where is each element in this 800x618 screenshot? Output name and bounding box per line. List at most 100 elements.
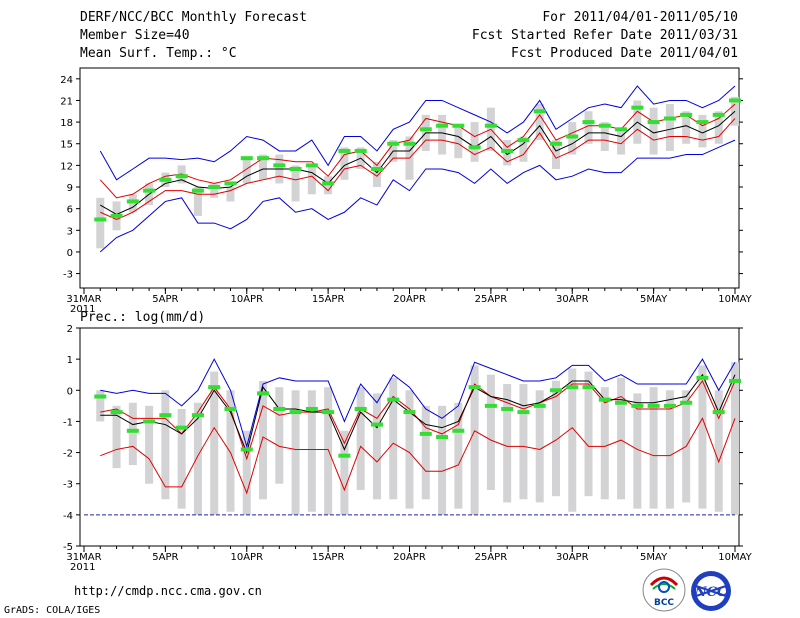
ensemble-box xyxy=(470,365,479,515)
ensemble-box xyxy=(145,405,154,484)
ensemble-box xyxy=(259,154,268,180)
ensemble-box xyxy=(486,374,495,490)
ensemble-box xyxy=(470,122,479,162)
ensemble-box xyxy=(535,390,544,503)
y-tick-label: 15 xyxy=(60,140,73,151)
observed-marker xyxy=(338,453,351,458)
observed-marker xyxy=(582,120,595,125)
observed-marker xyxy=(94,217,107,222)
y-tick-label: 24 xyxy=(60,75,73,86)
observed-marker xyxy=(729,98,741,103)
ensemble-box xyxy=(714,111,723,144)
observed-marker xyxy=(289,166,302,171)
x-tick-label: 5MAY xyxy=(640,552,668,563)
observed-marker xyxy=(387,397,400,402)
observed-marker xyxy=(615,400,628,405)
ensemble-box xyxy=(698,365,707,509)
ensemble-box xyxy=(617,129,626,155)
observed-marker xyxy=(501,406,514,411)
ensemble-box xyxy=(519,384,528,500)
ensemble-box xyxy=(535,104,544,141)
observed-marker xyxy=(387,141,400,146)
y-tick-label: 3 xyxy=(67,226,73,237)
forecast-start-date: Fcst Started Refer Date 2011/03/31 xyxy=(471,28,738,43)
ensemble-box xyxy=(177,408,186,509)
observed-marker xyxy=(289,410,302,415)
observed-marker xyxy=(436,435,449,439)
footer-url[interactable]: http://cmdp.ncc.cma.gov.cn xyxy=(74,584,262,598)
ensemble-box xyxy=(714,390,723,512)
ensemble-box xyxy=(210,371,219,515)
observed-marker xyxy=(647,120,660,125)
precip-label: Prec.: log(mm/d) xyxy=(80,310,206,325)
x-tick-label: 10MAY xyxy=(718,552,752,563)
x-tick-label: 25APR xyxy=(475,294,508,305)
observed-marker xyxy=(680,400,693,405)
ensemble-box xyxy=(454,125,463,159)
observed-marker xyxy=(419,431,432,436)
observed-marker xyxy=(403,141,416,146)
observed-marker xyxy=(631,105,644,110)
forecast-period: For 2011/04/01-2011/05/10 xyxy=(542,10,738,25)
ensemble-box xyxy=(405,390,414,509)
observed-marker xyxy=(273,163,286,168)
observed-marker xyxy=(305,406,318,411)
x-year-label: 2011 xyxy=(70,304,95,315)
ensemble-box xyxy=(307,165,316,195)
observed-marker xyxy=(159,177,172,182)
observed-marker xyxy=(94,394,107,399)
observed-marker xyxy=(517,410,530,415)
observed-marker xyxy=(501,148,514,153)
x-tick-label: 15APR xyxy=(312,294,345,305)
y-tick-label: -1 xyxy=(63,417,73,428)
observed-marker xyxy=(273,406,286,411)
observed-marker xyxy=(191,413,204,418)
series-mean-line xyxy=(100,110,736,215)
series-max-line xyxy=(100,358,736,449)
observed-marker xyxy=(598,123,611,128)
x-tick-label: 10MAY xyxy=(718,294,752,305)
observed-marker xyxy=(370,422,383,427)
ensemble-box xyxy=(698,114,707,148)
ensemble-box xyxy=(519,136,528,162)
observed-marker xyxy=(533,403,546,408)
x-tick-label: 20APR xyxy=(393,552,426,563)
observed-marker xyxy=(452,428,465,433)
y-tick-label: 21 xyxy=(60,96,73,107)
observed-marker xyxy=(712,112,725,117)
ensemble-box xyxy=(568,368,577,512)
observed-marker xyxy=(403,410,416,415)
observed-marker xyxy=(549,141,562,146)
series-lower-line xyxy=(100,417,736,495)
x-tick-label: 25APR xyxy=(475,552,508,563)
observed-marker xyxy=(224,181,237,186)
observed-marker xyxy=(533,109,546,114)
observed-marker xyxy=(663,116,676,121)
observed-marker xyxy=(712,410,725,415)
observed-marker xyxy=(549,388,562,393)
ncc-logo-text: NCC xyxy=(694,585,728,600)
ensemble-box xyxy=(259,380,268,500)
observed-marker xyxy=(517,138,530,143)
x-year-label: 2011 xyxy=(70,562,95,573)
observed-marker xyxy=(126,428,139,433)
x-tick-label: 15APR xyxy=(312,552,345,563)
observed-marker xyxy=(305,163,318,168)
ensemble-box xyxy=(438,405,447,515)
x-tick-label: 20APR xyxy=(393,294,426,305)
ensemble-box xyxy=(731,362,739,515)
y-tick-label: 6 xyxy=(67,205,73,216)
ensemble-box xyxy=(551,140,560,169)
ncc-logo: NCC xyxy=(691,571,731,611)
ensemble-box xyxy=(340,147,349,180)
ensemble-box xyxy=(210,183,219,198)
y-tick-label: -5 xyxy=(63,542,73,553)
observed-marker xyxy=(322,181,335,186)
ensemble-box xyxy=(600,387,609,500)
observed-marker xyxy=(240,156,253,161)
x-tick-label: 5MAY xyxy=(640,294,668,305)
x-tick-label: 31MAR xyxy=(66,552,101,563)
observed-marker xyxy=(354,148,367,153)
x-tick-label: 10APR xyxy=(230,294,263,305)
